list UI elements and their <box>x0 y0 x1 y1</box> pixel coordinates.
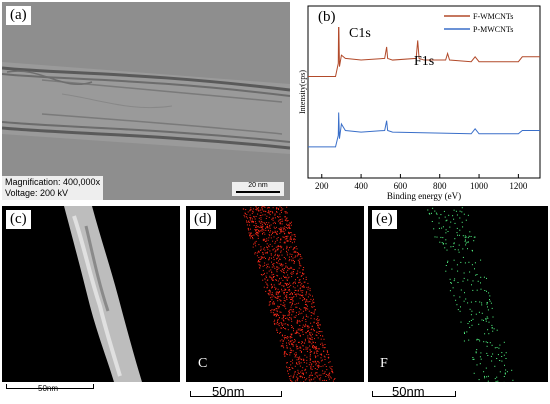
magnification-text: Magnification: 400,000x <box>5 177 101 187</box>
xps-chart-panel: 200 400 600 800 1000 1200 Intensity(cps) Bind… <box>296 2 548 202</box>
haadf-image-panel: (c) <box>2 206 180 382</box>
tem-scale-bar: 20 nm <box>232 182 284 196</box>
scale-tick <box>190 391 191 396</box>
carbon-scale-line <box>190 396 282 397</box>
panel-label-c: (c) <box>6 210 31 229</box>
panel-label-a: (a) <box>6 6 31 25</box>
series-line-p-mwcnts <box>308 112 540 148</box>
element-label-c: C <box>198 356 208 371</box>
scale-tick <box>455 391 456 396</box>
legend-label: F-WMCNTs <box>473 12 513 21</box>
panel-label-b: (b) <box>314 8 340 27</box>
xps-chart: 200 400 600 800 1000 1200 Intensity(cps) Bind… <box>298 5 541 201</box>
series-line-f-wmcnts <box>308 14 540 77</box>
panel-label-e: (e) <box>372 210 397 229</box>
haadf-scale-label: 50nm <box>38 384 59 393</box>
scale-tick <box>372 391 373 396</box>
fluorine-map-panel: (e) F <box>368 206 548 382</box>
peak-label-f1s: F1s <box>414 54 434 69</box>
scale-tick <box>93 384 94 389</box>
peak-label-c1s: C1s <box>349 26 371 41</box>
scale-tick <box>6 384 7 389</box>
x-tick-label: 600 <box>394 181 408 191</box>
carbon-scale-label: 50nm <box>212 384 245 399</box>
tem-micrograph <box>2 2 290 200</box>
fluorine-scale-line <box>372 396 456 397</box>
x-tick-label: 200 <box>315 181 329 191</box>
carbon-map-panel: (d) C <box>186 206 364 382</box>
y-axis-label: Intensity(cps) <box>298 70 307 114</box>
haadf-scale-line <box>6 388 94 389</box>
element-label-f: F <box>380 356 388 371</box>
fluorine-scale-label: 50nm <box>392 384 425 399</box>
scale-tick <box>281 391 282 396</box>
tem-scale-line <box>236 191 280 193</box>
nanotube-wall-top <box>2 66 290 92</box>
x-tick-label: 400 <box>354 181 368 191</box>
panel-label-d: (d) <box>190 210 216 229</box>
tem-image-panel: (a) Magnification: 400,000x Voltage: 200… <box>2 2 290 200</box>
nanotube-wall-bottom <box>2 126 290 150</box>
voltage-text: Voltage: 200 kV <box>5 188 69 198</box>
carbon-map <box>242 206 336 382</box>
haadf-micrograph <box>64 206 142 382</box>
fluorine-map <box>427 207 514 382</box>
chart-legend: F-WMCNTs P-MWCNTs <box>444 12 513 34</box>
tem-info-box: Magnification: 400,000x Voltage: 200 kV <box>2 176 104 200</box>
tem-scale-label: 20 nm <box>248 182 268 189</box>
x-tick-label: 1200 <box>509 181 528 191</box>
x-axis-label: Binding energy (eV) <box>387 191 461 201</box>
x-tick-label: 800 <box>433 181 447 191</box>
x-tick-label: 1000 <box>470 181 489 191</box>
plot-frame <box>307 5 541 179</box>
legend-label: P-MWCNTs <box>473 25 513 34</box>
